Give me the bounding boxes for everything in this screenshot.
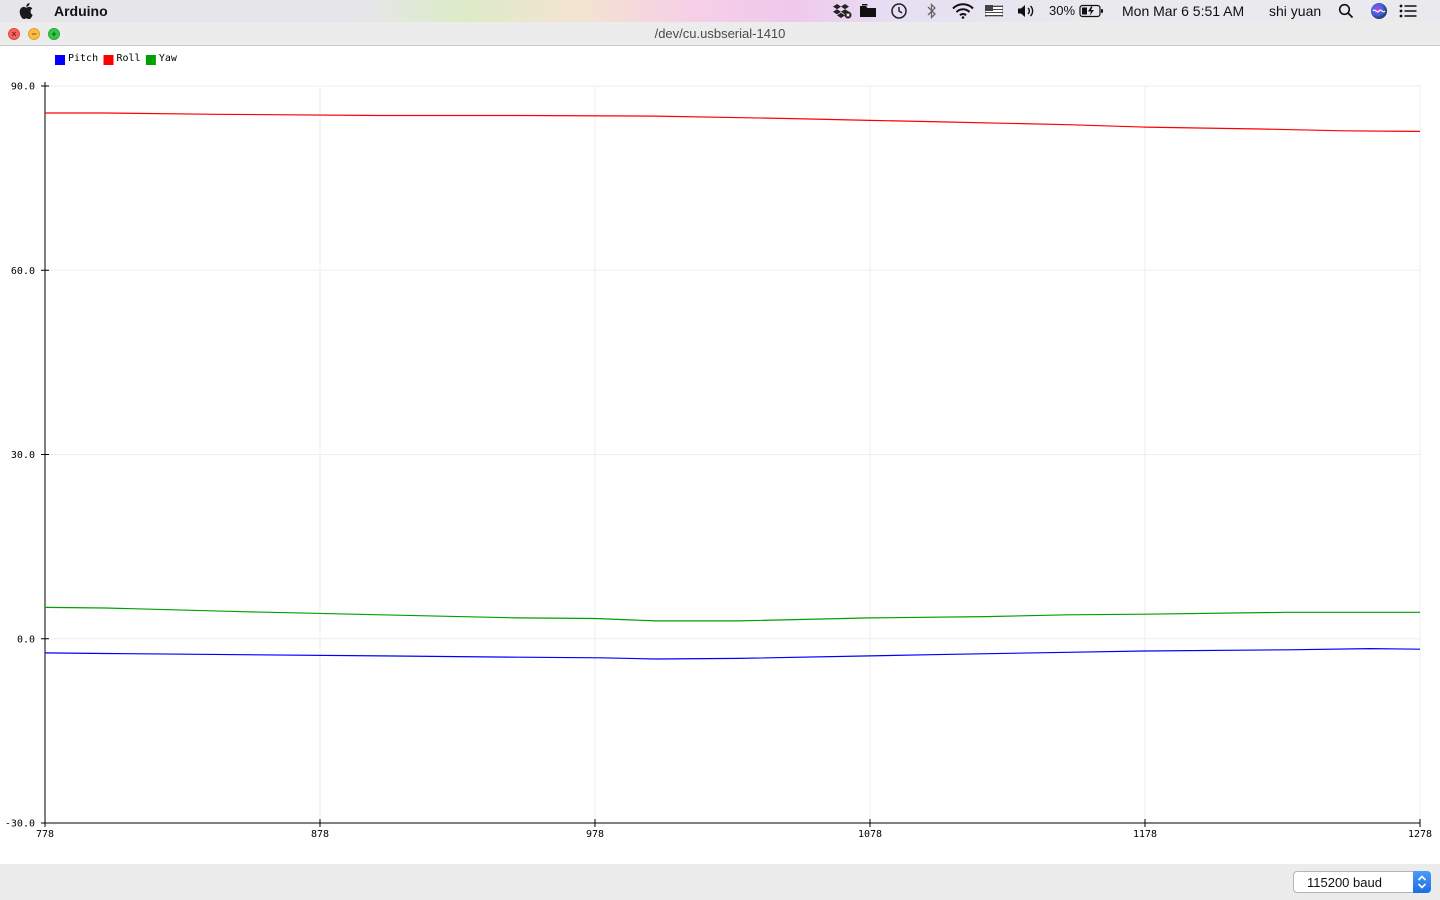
x-tick-label: 978 [586,829,604,840]
spotlight-search-icon[interactable] [1338,0,1354,22]
series-line-roll [45,112,1421,132]
y-tick-label: 30.0 [11,450,35,461]
input-source-flag-icon[interactable] [984,0,1004,22]
battery-icon[interactable] [1079,0,1105,22]
notification-center-icon[interactable] [1399,0,1417,22]
legend-swatch-yaw [145,55,156,65]
x-tick-label: 778 [36,829,54,840]
x-tick-label: 1278 [1408,829,1432,840]
series-line-pitch [44,647,1421,660]
series-line-yaw [44,606,1420,622]
window-title: /dev/cu.usbserial-1410 [654,26,786,41]
select-arrows-icon[interactable] [1413,871,1431,893]
window-title-bar: /dev/cu.usbserial-1410 × − + [0,22,1440,46]
baud-rate-select[interactable]: 115200 baud [1293,871,1431,893]
volume-icon[interactable] [1016,0,1036,22]
legend-label-roll: Roll [117,53,141,64]
y-tick-label: 0.0 [17,634,35,645]
minimize-icon: − [31,29,37,39]
x-tick-label: 878 [311,829,329,840]
y-tick-label: 60.0 [11,266,35,277]
bluetooth-icon[interactable] [926,0,938,22]
app-menu-name[interactable]: Arduino [54,3,108,19]
folder-icon[interactable] [859,0,877,22]
bottom-toolbar: 115200 baud [0,864,1440,900]
legend-label-yaw: Yaw [159,53,178,64]
dropbox-icon[interactable] [832,0,852,22]
battery-percent[interactable]: 30% [1049,3,1076,18]
legend-swatch-roll [103,55,114,65]
legend-label-pitch: Pitch [68,53,98,64]
x-tick-label: 1078 [858,829,882,840]
legend-swatch-pitch [55,55,65,65]
wifi-icon[interactable] [952,0,974,22]
user-menu-name[interactable]: shi yuan [1269,3,1322,19]
menu-bar: Arduino 30% Mon Mar 6 5:51 AM shi yuan [0,0,1440,22]
y-tick-label: -30.0 [5,819,35,830]
window-close-button[interactable]: × [8,28,20,40]
window-minimize-button[interactable]: − [28,28,40,40]
apple-menu-icon[interactable] [19,0,35,22]
window-zoom-button[interactable]: + [48,28,60,40]
y-tick-label: 90.0 [11,82,35,93]
baud-rate-value: 115200 baud [1307,875,1382,890]
time-machine-icon[interactable] [890,0,908,22]
close-icon: × [11,29,17,39]
menubar-clock[interactable]: Mon Mar 6 5:51 AM [1122,3,1245,19]
zoom-icon: + [51,29,57,39]
x-tick-label: 1178 [1133,829,1157,840]
siri-icon[interactable] [1370,0,1388,22]
serial-plotter-canvas: 90.0 60.0 30.0 0.0 -30.0 778 878 978 1078 1178 127… [0,46,1440,864]
